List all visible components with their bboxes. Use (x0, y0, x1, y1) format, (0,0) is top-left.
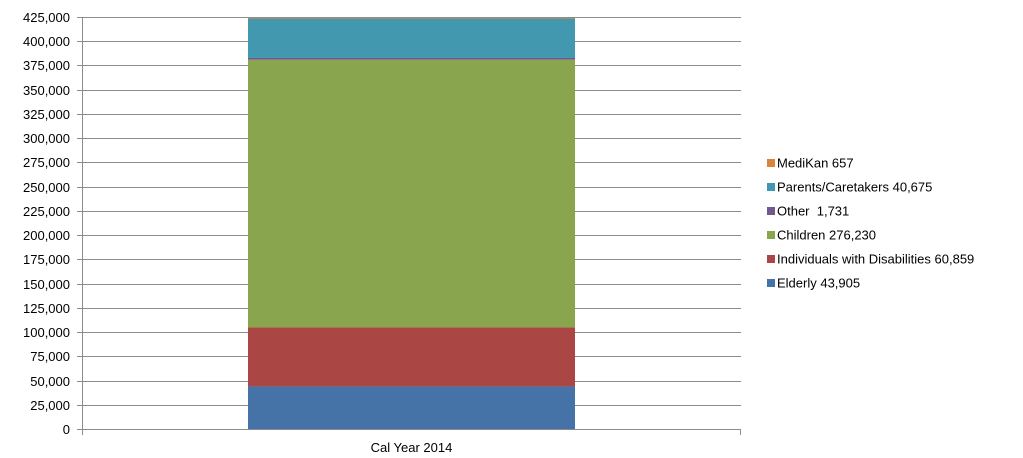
legend-swatch (767, 207, 775, 215)
y-tick-label: 375,000 (23, 58, 70, 73)
bar-segment (248, 17, 575, 19)
y-tick-label: 75,000 (30, 349, 70, 364)
legend-swatch (767, 279, 775, 287)
y-tick-label: 400,000 (23, 34, 70, 49)
y-tick-label: 425,000 (23, 10, 70, 25)
bar-segment (248, 386, 575, 429)
y-tick-label: 25,000 (30, 398, 70, 413)
y-tick-label: 175,000 (23, 252, 70, 267)
legend-swatch (767, 255, 775, 263)
y-tick-label: 0 (63, 422, 70, 437)
bar-stack (248, 17, 575, 429)
y-tick-label: 325,000 (23, 107, 70, 122)
y-tick-label: 275,000 (23, 155, 70, 170)
legend-label: Children 276,230 (777, 228, 876, 243)
legend-label: Parents/Caretakers 40,675 (777, 180, 932, 195)
y-tick-label: 125,000 (23, 301, 70, 316)
legend-label: Elderly 43,905 (777, 276, 860, 291)
legend-swatch (767, 159, 775, 167)
y-tick-label: 150,000 (23, 277, 70, 292)
legend-label: MediKan 657 (777, 156, 854, 171)
y-tick-labels: 0 25,000 50,000 75,000 100,000 125,000 150,000… (23, 10, 70, 437)
legend: MediKan 657 Parents/Caretakers 40,675 Othe… (767, 156, 974, 291)
y-tick-label: 250,000 (23, 180, 70, 195)
y-tick-label: 100,000 (23, 325, 70, 340)
legend-label: Individuals with Disabilities 60,859 (777, 252, 974, 267)
bar-segment (248, 18, 575, 58)
y-tick-label: 350,000 (23, 83, 70, 98)
legend-swatch (767, 231, 775, 239)
bar-segment (248, 327, 575, 387)
bar-segment (248, 57, 575, 60)
bar-segment (248, 59, 575, 328)
x-tick-labels: Cal Year 2014 (371, 440, 453, 455)
legend-swatch (767, 183, 775, 191)
axes (77, 17, 741, 435)
y-tick-label: 300,000 (23, 131, 70, 146)
legend-label: Other 1,731 (777, 204, 849, 219)
y-tick-label: 200,000 (23, 228, 70, 243)
y-tick-label: 50,000 (30, 374, 70, 389)
x-tick-label: Cal Year 2014 (371, 440, 453, 455)
y-tick-label: 225,000 (23, 204, 70, 219)
